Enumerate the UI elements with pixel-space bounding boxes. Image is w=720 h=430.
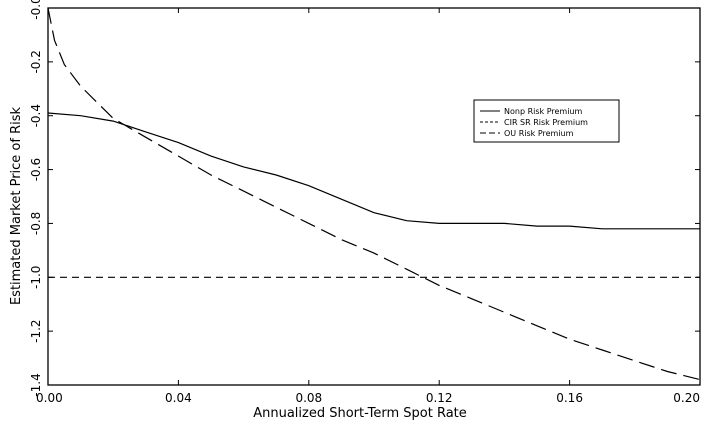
y-axis-title: Estimated Market Price of Risk (9, 106, 24, 305)
x-tick-label: 0.00 (36, 391, 63, 405)
ou-risk-premium-line (47, 7, 701, 381)
y-tick-label: -0.6 (29, 158, 43, 181)
x-axis: 0.00 0.04 0.08 0.12 0.16 0.20 (36, 8, 701, 405)
legend-item-nonp: Nonp Risk Premium (504, 107, 583, 116)
legend: Nonp Risk Premium CIR SR Risk Premium OU R… (473, 99, 620, 143)
x-tick-label: 0.04 (165, 391, 192, 405)
legend-item-cir-sr: CIR SR Risk Premium (504, 118, 588, 127)
legend-box (473, 99, 620, 143)
series-lines (47, 7, 701, 381)
y-tick-label: -0.4 (29, 104, 43, 127)
x-axis-title: Annualized Short-Term Spot Rate (253, 406, 467, 421)
plot-frame (47, 7, 701, 386)
y-axis: -0.0 -0.2 -0.4 -0.6 -0.8 -1.0 -1.2 -1.4 (29, 0, 700, 397)
y-tick-label: -1.0 (29, 266, 43, 289)
x-tick-label: 0.08 (295, 391, 322, 405)
nonp-risk-premium-line (47, 112, 700, 230)
legend-item-ou: OU Risk Premium (504, 129, 574, 138)
y-tick-label: -0.2 (29, 50, 43, 73)
y-tick-label: -1.2 (29, 319, 43, 342)
x-tick-label: 0.20 (673, 391, 700, 405)
x-tick-label: 0.16 (556, 391, 583, 405)
y-tick-label: -1.4 (29, 373, 43, 396)
y-tick-label: -0.0 (29, 0, 43, 20)
y-tick-label: -0.8 (29, 212, 43, 235)
x-tick-label: 0.12 (426, 391, 453, 405)
